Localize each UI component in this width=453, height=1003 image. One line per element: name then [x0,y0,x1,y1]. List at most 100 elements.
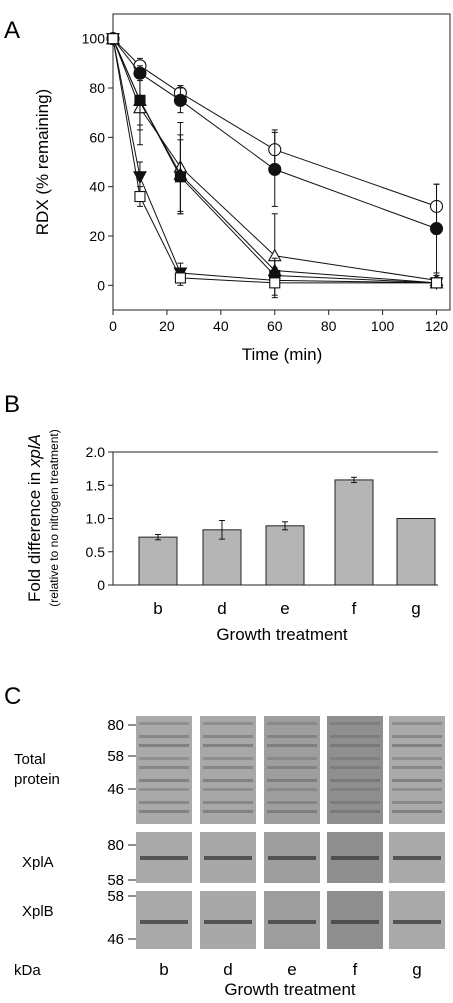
y-tick-label: 40 [89,179,105,195]
protein-band [203,757,253,760]
protein-band [139,766,189,769]
lane-label: b [159,960,168,979]
y-tick-label: 80 [89,80,105,96]
protein-band [139,801,189,804]
x-tick-label: 40 [213,318,229,334]
protein-band [330,735,380,738]
protein-band [139,744,189,747]
panel-c-x-label: Growth treatment [224,980,356,999]
lane-label: d [223,960,232,979]
panel-a-y-label: RDX (% remaining) [33,89,52,235]
panel-a-x-label: Time (min) [242,345,323,364]
blot-lane [200,716,256,824]
panel-b-x-label: Growth treatment [216,625,348,644]
panel-a-y-axis: 0 20 40 60 80 100 [82,31,113,293]
filled-circle-marker [268,162,282,176]
protein-band [330,810,380,813]
mw-label: 58 [107,872,124,889]
protein-band [139,722,189,725]
target-band [393,920,441,924]
protein-band [267,744,317,747]
y-tick-label: 100 [82,31,106,47]
series-open-square [107,33,443,296]
protein-band [392,757,442,760]
bar [138,536,178,586]
panel-a-series [106,31,444,299]
y-tick-label: 0.5 [86,544,106,560]
open-square-marker [269,277,281,289]
protein-band [203,788,253,791]
y-tick-label: 2.0 [86,444,106,460]
open-square-marker [174,272,186,284]
protein-band [330,722,380,725]
panel-a-letter: A [4,17,20,44]
filled-square-marker [174,171,186,183]
panel-b-y-label: Fold difference in xplA [25,434,44,602]
mw-label: 58 [107,888,124,905]
mw-label: 58 [107,748,124,765]
protein-band [267,766,317,769]
x-tick-label: 0 [109,318,117,334]
row-label-xplb: XplB [22,903,54,920]
protein-band [267,722,317,725]
panel-a-x-axis: 0 20 40 60 80 100 120 [109,310,448,334]
blot-lane [264,716,320,824]
protein-band [330,801,380,804]
protein-band [267,788,317,791]
filled-square-marker [134,94,146,106]
protein-band [330,779,380,782]
bar [265,525,305,586]
target-band [204,856,252,860]
protein-band [330,757,380,760]
blot-lane [136,716,192,824]
target-band [331,920,379,924]
row-label-xpla: XplA [22,854,54,871]
target-band [268,856,316,860]
open-square-marker [430,277,443,289]
protein-band [203,722,253,725]
protein-band [139,779,189,782]
y-tick-label: 20 [89,228,105,244]
protein-band [203,735,253,738]
filled-circle-marker [173,93,187,107]
mw-label: 80 [107,717,124,734]
protein-band [392,801,442,804]
panel-c-letter: C [4,683,21,710]
x-category-label: g [411,599,420,618]
panel-c-blots [136,716,445,949]
y-tick-label: 0 [97,577,105,593]
protein-band [267,757,317,760]
lane-label: e [287,960,296,979]
protein-band [267,801,317,804]
bar [396,518,436,586]
protein-band [203,744,253,747]
filled-circle-marker [429,222,444,236]
protein-band [139,735,189,738]
x-category-label: b [153,599,162,618]
x-tick-label: 60 [267,318,283,334]
protein-band [392,810,442,813]
y-tick-label: 1.5 [86,477,106,493]
panel-b-y-sublabel: (relative to no nitrogen treatment) [47,429,61,606]
protein-band [392,779,442,782]
panel-a-frame [112,13,451,311]
panel-b-y-axis: 0 0.5 1.0 1.5 2.0 [86,444,113,593]
open-square-marker [134,190,146,203]
protein-band [267,810,317,813]
target-band [393,856,441,860]
y-tick-label: 0 [97,277,105,293]
y-tick-label: 1.0 [86,511,106,527]
protein-band [139,757,189,760]
x-tick-label: 80 [321,318,337,334]
protein-band [267,779,317,782]
protein-band [330,766,380,769]
protein-band [392,788,442,791]
blot-lane [327,716,383,824]
target-band [268,920,316,924]
lane-label: f [353,960,358,979]
target-band [140,856,188,860]
